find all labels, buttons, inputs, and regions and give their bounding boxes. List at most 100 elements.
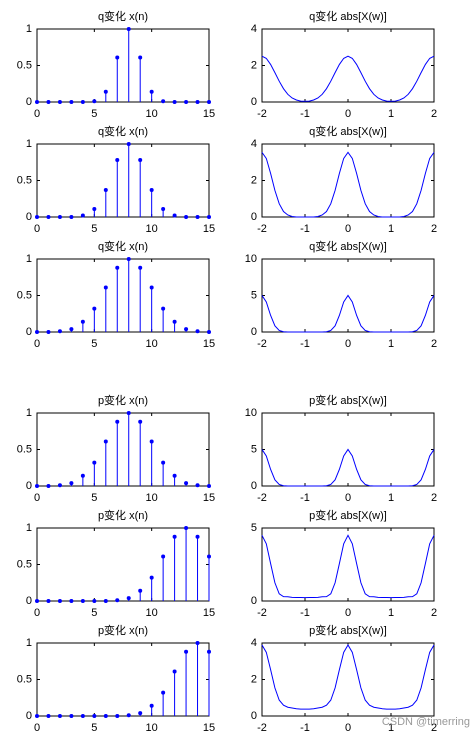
x-tick-label: 15 <box>203 492 215 504</box>
x-tick-label: 0 <box>345 607 351 619</box>
stem-marker <box>195 329 200 334</box>
stem-marker <box>172 213 177 218</box>
stem-marker <box>207 330 211 334</box>
y-tick-label: 0 <box>26 326 32 338</box>
y-tick-label: 0 <box>251 595 257 607</box>
stem-marker <box>138 158 143 163</box>
spectrum-line <box>261 55 435 102</box>
stem-marker <box>57 599 62 603</box>
stem-marker <box>35 330 39 334</box>
spectrum-line <box>261 294 435 333</box>
spectrum-line <box>261 448 435 487</box>
x-tick-label: 2 <box>431 607 437 619</box>
y-tick-label: 0 <box>26 211 32 223</box>
x-tick-label: 0 <box>34 223 40 235</box>
y-tick-label: 1 <box>26 407 32 419</box>
spectrum-line <box>261 644 435 710</box>
stem-marker <box>92 206 97 211</box>
stem-marker <box>161 306 166 311</box>
y-tick-label: 0 <box>251 326 257 338</box>
x-tick-label: 5 <box>91 722 97 734</box>
y-tick-label: 5 <box>251 289 257 301</box>
x-tick-label: 5 <box>91 223 97 235</box>
x-tick-label: 1 <box>388 223 394 235</box>
subplot-title: q变化 abs[X(w)] <box>309 239 387 253</box>
x-tick-label: 0 <box>345 223 351 235</box>
stem-marker <box>149 703 154 708</box>
stem-marker <box>80 213 85 218</box>
stem-marker <box>57 483 62 488</box>
stem-marker <box>207 649 211 654</box>
x-tick-label: 1 <box>388 722 394 734</box>
stem-marker <box>149 285 154 290</box>
stem-marker <box>69 100 74 104</box>
stem-marker <box>126 257 131 261</box>
y-tick-label: 1 <box>26 23 32 35</box>
subplot-title: p变化 x(n) <box>98 508 148 522</box>
x-tick-label: -2 <box>257 492 267 504</box>
stem-marker <box>80 100 85 104</box>
x-tick-label: 0 <box>34 108 40 120</box>
stem-marker <box>172 319 177 324</box>
x-tick-label: 15 <box>203 223 215 235</box>
y-tick-label: 2 <box>251 174 257 186</box>
x-tick-label: 0 <box>34 607 40 619</box>
x-tick-label: 2 <box>431 108 437 120</box>
stem-marker <box>126 27 131 31</box>
x-tick-label: -1 <box>300 492 310 504</box>
stem-marker <box>207 215 211 219</box>
stem-marker <box>207 484 211 488</box>
subplot-title: p变化 x(n) <box>98 393 148 407</box>
y-tick-label: 0.5 <box>17 558 32 570</box>
y-tick-label: 5 <box>251 443 257 455</box>
stem-marker <box>103 714 108 718</box>
y-tick-label: 0.5 <box>17 443 32 455</box>
x-tick-label: 10 <box>146 108 158 120</box>
y-tick-label: 10 <box>245 253 257 265</box>
x-tick-label: 10 <box>146 223 158 235</box>
stem-marker <box>195 641 200 645</box>
x-tick-label: 15 <box>203 607 215 619</box>
stem-marker <box>103 439 108 444</box>
x-tick-label: 2 <box>431 223 437 235</box>
subplot-title: p变化 abs[X(w)] <box>309 393 387 407</box>
y-tick-label: 0 <box>251 96 257 108</box>
spectrum-line <box>261 151 435 218</box>
stem-marker <box>69 599 74 603</box>
y-tick-label: 0 <box>251 710 257 722</box>
stem-marker <box>172 534 177 539</box>
x-tick-label: 5 <box>91 108 97 120</box>
y-tick-label: 0 <box>26 595 32 607</box>
stem-marker <box>149 89 154 94</box>
stem-marker <box>195 483 200 488</box>
x-tick-label: 0 <box>345 722 351 734</box>
stem-marker <box>138 711 143 716</box>
x-tick-label: 15 <box>203 108 215 120</box>
y-tick-label: 5 <box>251 522 257 534</box>
x-tick-label: -1 <box>300 607 310 619</box>
stem-marker <box>207 554 211 559</box>
x-tick-label: 10 <box>146 338 158 350</box>
stem-marker <box>35 599 39 603</box>
y-tick-label: 4 <box>251 637 257 649</box>
stem-marker <box>161 206 166 211</box>
stem-marker <box>195 534 200 539</box>
stem-marker <box>172 473 177 478</box>
stem-marker <box>161 690 166 695</box>
x-tick-label: 0 <box>34 722 40 734</box>
stem-marker <box>138 265 143 270</box>
stem-marker <box>161 460 166 465</box>
stem-marker <box>35 215 39 219</box>
stem-marker <box>138 55 143 60</box>
watermark: CSDN @timerring <box>382 716 470 728</box>
x-tick-label: 1 <box>388 108 394 120</box>
x-tick-label: 10 <box>146 607 158 619</box>
stem-marker <box>184 526 189 530</box>
x-tick-label: -2 <box>257 108 267 120</box>
stem-marker <box>103 599 108 603</box>
stem-marker <box>115 419 120 424</box>
y-tick-label: 0.5 <box>17 59 32 71</box>
x-tick-label: 0 <box>345 338 351 350</box>
x-tick-label: 10 <box>146 492 158 504</box>
